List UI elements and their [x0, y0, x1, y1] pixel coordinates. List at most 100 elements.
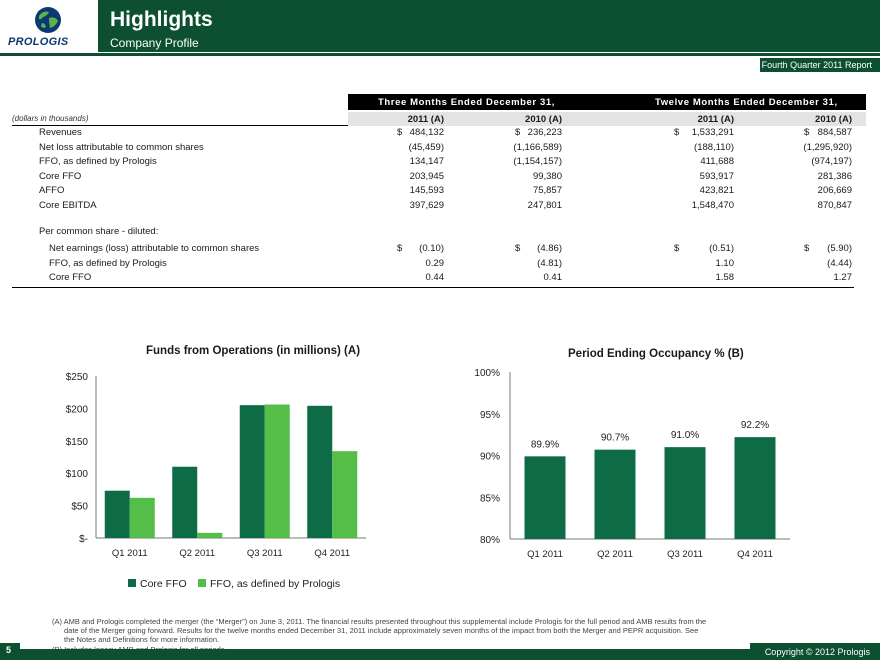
- table-row: Net earnings (loss) attributable to comm…: [12, 242, 854, 257]
- currency-symbol: $: [515, 243, 521, 254]
- legend-swatch: [198, 579, 206, 587]
- cell-value: 134,147: [409, 156, 444, 167]
- y-tick-label: 85%: [480, 493, 500, 504]
- currency-symbol: $: [397, 243, 403, 254]
- footnote-a: (A) AMB and Prologis completed the merge…: [52, 617, 707, 626]
- bar-core-ffo: [172, 466, 198, 538]
- row-label: Core EBITDA: [39, 199, 97, 211]
- row-label: FFO, as defined by Prologis: [49, 257, 167, 269]
- copyright-box: [750, 643, 880, 660]
- y-tick-label: 100%: [474, 368, 500, 379]
- bar-ffo: [197, 532, 223, 538]
- header-band: [98, 0, 880, 52]
- row-label: Revenues: [39, 127, 82, 138]
- occupancy-chart: 80% 85% 90% 95% 100% 89.9% Q1 2011 90.7% Q2 2011…: [474, 368, 790, 560]
- col-head-y-2010: 2010 (A): [815, 114, 852, 125]
- page-title: Highlights: [110, 8, 213, 31]
- cell-value: 423,821: [699, 185, 734, 196]
- header-divider: [0, 53, 880, 56]
- cell-value: (188,110): [694, 141, 734, 153]
- table-row: Core FFO 203,945 99,380 593,917 281,386: [12, 170, 854, 185]
- legend-label: FFO, as defined by Prologis: [210, 578, 340, 590]
- row-label: Net loss attributable to common shares: [39, 141, 204, 153]
- occupancy-chart-title: Period Ending Occupancy % (B): [568, 348, 744, 360]
- cell-value: (5.90): [827, 243, 852, 254]
- row-label: FFO, as defined by Prologis: [39, 156, 157, 167]
- y-tick-label: $250: [66, 372, 89, 383]
- page-subtitle: Company Profile: [110, 36, 199, 50]
- logo: PROLOGIS: [0, 0, 98, 52]
- currency-symbol: $: [515, 127, 521, 138]
- cell-value: 99,380: [532, 170, 562, 182]
- group-twelve-months: Twelve Months Ended December 31,: [655, 97, 838, 108]
- cell-value: 1,548,470: [691, 199, 734, 211]
- x-tick-label: Q3 2011: [667, 549, 703, 560]
- table-row: Revenues $484,132 $236,223 $1,533,291 $884,5…: [12, 126, 854, 141]
- col-head-q-2011: 2011 (A): [407, 114, 444, 125]
- data-label: 91.0%: [671, 430, 699, 441]
- table-row: AFFO 145,593 75,857 423,821 206,669: [12, 184, 854, 199]
- x-tick-label: Q1 2011: [112, 548, 148, 559]
- cell-value: 203,945: [409, 170, 444, 182]
- row-label: AFFO: [39, 185, 65, 196]
- bar-occupancy: [734, 437, 776, 539]
- cell-value: (974,197): [811, 156, 852, 167]
- page-number: 5: [6, 645, 12, 655]
- per-share-label: Per common share - diluted:: [39, 226, 159, 237]
- copyright: Copyright © 2012 Prologis: [764, 647, 870, 657]
- row-label: Core FFO: [39, 170, 82, 182]
- x-tick-label: Q4 2011: [737, 549, 773, 560]
- data-label: 90.7%: [601, 433, 629, 444]
- table-row: Core EBITDA 397,629 247,801 1,548,470 870,84…: [12, 199, 854, 214]
- cell-value: (4.81): [537, 257, 562, 269]
- report-tag: Fourth Quarter 2011 Report: [760, 58, 880, 72]
- bar-ffo: [332, 451, 358, 538]
- cell-value: 236,223: [527, 127, 562, 138]
- cell-value: 884,587: [817, 127, 852, 138]
- column-header-shade: [348, 112, 866, 126]
- page-number-box: [0, 643, 20, 660]
- table-row: Net loss attributable to common shares (4…: [12, 141, 854, 156]
- table-row: FFO, as defined by Prologis 134,147 (1,154…: [12, 155, 854, 170]
- footnote-a-line3: the Notes and Definitions for more infor…: [64, 635, 220, 645]
- cell-value: 145,593: [409, 185, 444, 196]
- cell-value: (1,154,157): [513, 156, 562, 167]
- cell-value: 411,688: [700, 156, 734, 167]
- row-label: Core FFO: [49, 272, 92, 283]
- per-share-heading: Per common share - diluted:: [12, 225, 854, 240]
- currency-symbol: $: [804, 127, 810, 138]
- ffo-chart: $- $50 $100 $150 $200 $250 Q1 2011 Q2 2011 Q3 20…: [66, 372, 366, 590]
- col-head-y-2011: 2011 (A): [697, 114, 734, 125]
- y-tick-label: $200: [66, 404, 89, 415]
- y-tick-label: 95%: [480, 410, 500, 421]
- legend-label: Core FFO: [140, 578, 187, 590]
- cell-value: 247,801: [527, 199, 562, 211]
- cell-value: 281,386: [817, 170, 852, 182]
- globe-logo-icon: [35, 7, 61, 33]
- table-group-header: Three Months Ended December 31, Twelve M…: [348, 94, 866, 110]
- col-head-q-2010: 2010 (A): [525, 114, 562, 125]
- y-tick-label: $100: [66, 469, 89, 480]
- currency-symbol: $: [674, 127, 680, 138]
- row-label: Net earnings (loss) attributable to comm…: [49, 243, 260, 254]
- cell-value: 397,629: [409, 199, 444, 211]
- y-tick-label: 80%: [480, 535, 500, 546]
- x-tick-label: Q2 2011: [597, 549, 633, 560]
- cell-value: 484,132: [409, 127, 444, 138]
- x-tick-label: Q2 2011: [179, 548, 215, 559]
- cell-value: 0.44: [425, 272, 445, 283]
- x-tick-label: Q3 2011: [247, 548, 283, 559]
- currency-symbol: $: [804, 243, 810, 254]
- x-tick-label: Q4 2011: [314, 548, 350, 559]
- ffo-chart-title: Funds from Operations (in millions) (A): [146, 345, 361, 357]
- bar-core-ffo: [239, 405, 265, 538]
- cell-value: 870,847: [817, 199, 852, 211]
- legend-swatch: [128, 579, 136, 587]
- table-bottom-rule: [12, 287, 854, 288]
- cell-value: (1,295,920): [803, 141, 852, 153]
- footnote-a-line2: date of the Merger going forward. Result…: [64, 626, 699, 636]
- y-tick-label: $150: [66, 437, 89, 448]
- bar-ffo: [264, 404, 290, 538]
- units-label: (dollars in thousands): [12, 114, 89, 123]
- cell-value: 0.29: [425, 257, 445, 269]
